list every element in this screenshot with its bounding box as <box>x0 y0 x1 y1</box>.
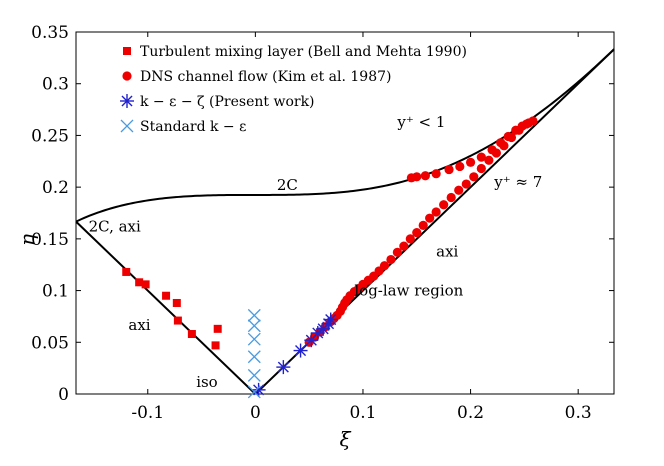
legend-label-standard-k-eps: Standard k − ε <box>140 119 246 135</box>
data-point <box>293 343 308 358</box>
data-point <box>524 118 534 128</box>
annotation: log-law region <box>354 282 463 300</box>
data-point <box>454 185 464 195</box>
annotations-layer: 2C 2C, axi axi iso log-law region axi y⁺ < 1 y⁺… <box>89 113 543 391</box>
data-point <box>247 308 261 322</box>
series-3 <box>247 308 261 399</box>
data-point <box>405 234 415 244</box>
data-point <box>412 172 422 182</box>
data-point <box>187 330 196 339</box>
ticks-layer: -0.1 0 0.1 0.2 0.3 0 0.05 0.1 0.15 0.2 0.25 0.3 0.35 <box>31 23 614 423</box>
x-tick-label: 0 <box>250 403 261 423</box>
y-tick-label: 0.05 <box>31 333 69 353</box>
data-point <box>247 319 261 333</box>
data-point <box>386 254 396 265</box>
x-tick-label: 0.1 <box>349 403 376 423</box>
data-point <box>135 278 144 287</box>
legend-marker <box>120 119 134 133</box>
plot-frame <box>75 31 615 395</box>
data-point <box>431 207 441 217</box>
data-point <box>439 200 449 210</box>
data-point <box>455 161 465 172</box>
legend-label-mixing-layer: Turbulent mixing layer (Bell and Mehta 1… <box>140 44 467 60</box>
legend: Turbulent mixing layer (Bell and Mehta 1… <box>120 44 467 135</box>
y-tick-label: 0.3 <box>42 75 69 95</box>
data-point <box>425 213 435 223</box>
data-point <box>247 332 261 346</box>
data-point <box>213 324 222 333</box>
data-point <box>122 267 131 276</box>
y-tick-label: 0 <box>58 385 69 405</box>
data-point <box>321 316 336 331</box>
annotation: axi <box>128 316 150 334</box>
data-point <box>431 169 441 179</box>
data-point <box>487 145 497 155</box>
series-0 <box>122 267 222 350</box>
annotation: iso <box>196 373 218 391</box>
data-point <box>141 280 150 289</box>
legend-marker <box>120 94 134 108</box>
data-point <box>247 368 261 382</box>
annotation: y⁺ ≈ 7 <box>493 173 542 191</box>
data-point <box>173 316 182 325</box>
y-axis-label: η <box>15 234 39 246</box>
x-tick-label: -0.1 <box>131 403 164 423</box>
data-point <box>399 241 409 251</box>
data-point <box>461 179 471 189</box>
data-point <box>476 152 486 162</box>
data-point <box>172 298 181 307</box>
legend-marker <box>122 71 132 81</box>
data-point <box>446 192 456 203</box>
data-point <box>503 131 513 142</box>
legend-label-present-work: k − ε − ζ (Present work) <box>140 94 315 110</box>
data-point <box>379 261 390 271</box>
data-point <box>251 382 266 397</box>
data-point <box>323 312 338 327</box>
y-tick-label: 0.15 <box>31 230 69 250</box>
annotation: axi <box>436 242 458 260</box>
series-2 <box>251 312 338 397</box>
data-point <box>276 360 291 375</box>
axi-left-boundary <box>75 220 257 395</box>
legend-marker <box>123 47 131 55</box>
data-point <box>247 385 261 399</box>
data-point <box>247 350 261 364</box>
data-point <box>412 228 422 238</box>
annotation: 2C <box>277 176 298 194</box>
data-point <box>476 163 486 174</box>
series-layer <box>122 116 538 399</box>
data-point <box>392 247 403 257</box>
y-tick-label: 0.1 <box>42 282 69 302</box>
data-point <box>469 172 479 182</box>
data-point <box>465 157 476 167</box>
y-tick-label: 0.25 <box>31 126 69 146</box>
data-point <box>484 155 494 165</box>
y-tick-label: 0.2 <box>42 178 69 198</box>
y-tick-label: 0.35 <box>31 23 69 43</box>
data-point <box>496 138 506 148</box>
data-point <box>418 220 428 231</box>
data-point <box>444 164 454 175</box>
legend-label-dns-channel: DNS channel flow (Kim et al. 1987) <box>140 69 391 85</box>
data-point <box>162 291 171 300</box>
series-1 <box>304 116 538 347</box>
annotation: 2C, axi <box>89 218 141 236</box>
data-point <box>211 341 220 350</box>
annotation: y⁺ < 1 <box>396 113 445 131</box>
x-tick-label: 0.3 <box>565 403 592 423</box>
x-tick-label: 0.2 <box>457 403 484 423</box>
data-point <box>420 171 430 181</box>
legend-markers <box>120 47 134 133</box>
x-axis-label: ξ <box>339 427 351 451</box>
